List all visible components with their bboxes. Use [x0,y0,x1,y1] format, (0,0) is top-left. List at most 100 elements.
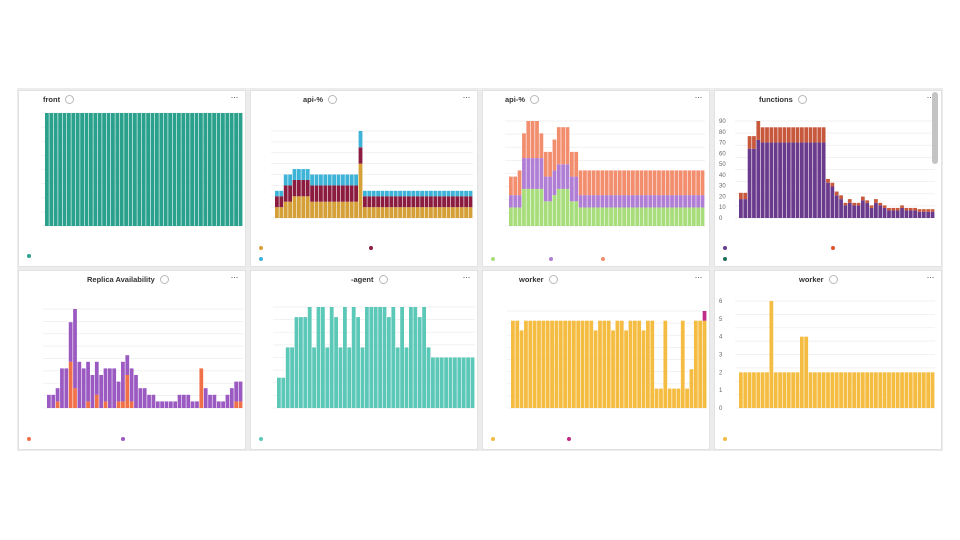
bar-segment[interactable] [121,361,125,402]
bar-segment[interactable] [804,127,809,143]
bar-segment[interactable] [199,113,203,226]
bar-segment[interactable] [513,176,518,196]
bar-segment[interactable] [124,113,128,226]
bar-segment[interactable] [554,320,559,408]
legend-swatch[interactable] [27,254,31,258]
bar-segment[interactable] [446,190,451,197]
bar-segment[interactable] [565,127,570,165]
bar-segment[interactable] [297,196,301,218]
bar-segment[interactable] [312,347,316,408]
bar-segment[interactable] [543,151,548,177]
bar-segment[interactable] [437,190,442,197]
bar-segment[interactable] [457,357,462,409]
bar-segment[interactable] [921,209,926,212]
bar-segment[interactable] [341,185,345,202]
bar-segment[interactable] [817,142,822,218]
bar-segment[interactable] [305,169,310,180]
bar-segment[interactable] [89,113,93,226]
bar-segment[interactable] [773,372,778,408]
bar-segment[interactable] [400,307,404,408]
bar-segment[interactable] [134,375,138,408]
bar-segment[interactable] [678,170,683,196]
bar-segment[interactable] [411,190,416,197]
bar-segment[interactable] [752,148,756,218]
bar-segment[interactable] [652,195,657,208]
bar-segment[interactable] [921,372,926,408]
bar-segment[interactable] [203,388,208,408]
bar-segment[interactable] [49,113,54,226]
bar-segment[interactable] [665,207,670,226]
bar-segment[interactable] [895,210,900,218]
bar-segment[interactable] [437,196,442,208]
bar-segment[interactable] [349,174,354,186]
bar-segment[interactable] [843,372,848,408]
bar-segment[interactable] [524,320,528,408]
bar-segment[interactable] [67,113,71,226]
bar-segment[interactable] [164,401,169,408]
bar-segment[interactable] [747,136,752,149]
bar-segment[interactable] [464,190,468,197]
bar-segment[interactable] [433,190,438,197]
bar-segment[interactable] [900,207,904,218]
bar-segment[interactable] [221,401,225,408]
bar-segment[interactable] [578,170,583,196]
bar-segment[interactable] [327,201,332,218]
bar-segment[interactable] [420,207,424,219]
bar-segment[interactable] [606,320,611,408]
bar-segment[interactable] [635,170,640,196]
bar-segment[interactable] [433,207,438,219]
bar-segment[interactable] [852,205,856,218]
bar-segment[interactable] [199,368,204,408]
bar-segment[interactable] [429,207,433,219]
bar-segment[interactable] [316,307,321,408]
bar-segment[interactable] [900,205,904,208]
bar-segment[interactable] [137,113,142,226]
legend-swatch[interactable] [259,257,263,261]
bar-segment[interactable] [404,347,409,408]
bar-segment[interactable] [115,113,120,226]
bar-segment[interactable] [125,355,130,375]
info-icon[interactable] [159,274,169,284]
bar-segment[interactable] [73,388,77,408]
bar-segment[interactable] [323,185,328,202]
bar-segment[interactable] [672,388,676,408]
bar-segment[interactable] [756,121,761,140]
bar-segment[interactable] [604,195,609,208]
bar-segment[interactable] [323,201,328,218]
bar-segment[interactable] [830,372,835,408]
bar-segment[interactable] [68,322,73,362]
bar-segment[interactable] [55,388,60,402]
bar-segment[interactable] [380,190,385,197]
bar-segment[interactable] [574,151,579,177]
bar-segment[interactable] [429,196,433,208]
legend-swatch[interactable] [121,437,125,441]
bar-segment[interactable] [752,136,756,149]
bar-segment[interactable] [369,307,374,408]
bar-segment[interactable] [94,394,99,408]
bar-segment[interactable] [604,170,609,196]
bar-segment[interactable] [596,207,600,226]
bar-segment[interactable] [376,207,380,219]
bar-segment[interactable] [624,330,628,408]
bar-segment[interactable] [604,207,609,226]
bar-segment[interactable] [648,195,653,208]
bar-segment[interactable] [411,207,416,219]
bar-segment[interactable] [639,170,644,196]
bar-segment[interactable] [234,381,239,402]
bar-segment[interactable] [548,151,552,177]
bar-segment[interactable] [238,381,243,402]
bar-segment[interactable] [622,195,626,208]
bar-segment[interactable] [639,195,644,208]
bar-segment[interactable] [613,207,618,226]
bar-segment[interactable] [455,190,460,197]
bar-segment[interactable] [539,158,544,189]
bar-segment[interactable] [791,142,796,218]
bar-segment[interactable] [168,113,172,226]
bar-segment[interactable] [817,127,822,143]
bar-segment[interactable] [336,174,341,186]
bar-segment[interactable] [593,330,598,408]
bar-segment[interactable] [852,202,856,206]
bar-segment[interactable] [530,158,535,189]
bar-segment[interactable] [860,372,865,408]
bar-segment[interactable] [71,113,76,226]
